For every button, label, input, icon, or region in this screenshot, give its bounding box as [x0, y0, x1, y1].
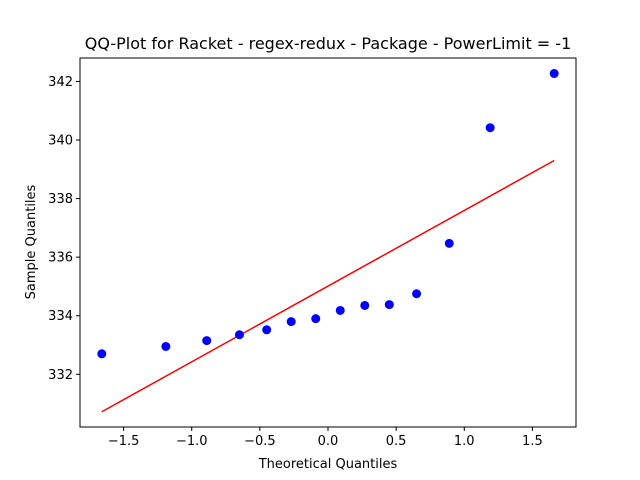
y-tick-label: 332 — [48, 368, 73, 383]
chart-title: QQ-Plot for Racket - regex-redux - Packa… — [85, 34, 572, 53]
data-point — [97, 349, 107, 359]
data-point — [360, 300, 370, 310]
data-point — [286, 317, 296, 327]
x-tick-label: 0.0 — [318, 434, 339, 449]
x-tick-label: −1.0 — [176, 434, 208, 449]
x-axis-label: Theoretical Quantiles — [258, 457, 398, 472]
data-point — [549, 69, 559, 79]
data-point — [311, 314, 321, 324]
plot-area: −1.5 −1.0 −0.5 0.0 0.5 1.0 1.5 332 334 336 338 340… — [48, 57, 577, 449]
y-tick-label: 338 — [48, 192, 73, 207]
scatter-points-layer — [97, 69, 559, 359]
x-tick-label: −0.5 — [244, 434, 276, 449]
axes-frame — [79, 57, 577, 428]
data-point — [161, 341, 171, 351]
y-tick-label: 340 — [48, 134, 73, 149]
data-point — [444, 238, 454, 248]
data-point — [384, 300, 394, 310]
y-tick-label: 336 — [48, 251, 73, 266]
x-tick-label: 1.5 — [522, 434, 543, 449]
fit-line-layer — [101, 159, 555, 413]
data-point — [412, 289, 422, 299]
x-axis-ticks: −1.5 −1.0 −0.5 0.0 0.5 1.0 1.5 — [108, 427, 543, 449]
fit-line — [101, 159, 555, 413]
y-tick-label: 342 — [48, 75, 73, 90]
x-tick-label: −1.5 — [108, 434, 140, 449]
y-axis-ticks: 332 334 336 338 340 342 — [48, 75, 80, 383]
data-point — [262, 325, 272, 335]
data-point — [335, 305, 345, 315]
y-axis-label: Sample Quantiles — [24, 184, 39, 299]
data-point — [234, 330, 244, 340]
data-point — [202, 336, 212, 346]
data-point — [485, 123, 495, 133]
x-tick-label: 1.0 — [454, 434, 475, 449]
x-tick-label: 0.5 — [386, 434, 407, 449]
y-tick-label: 334 — [48, 309, 73, 324]
